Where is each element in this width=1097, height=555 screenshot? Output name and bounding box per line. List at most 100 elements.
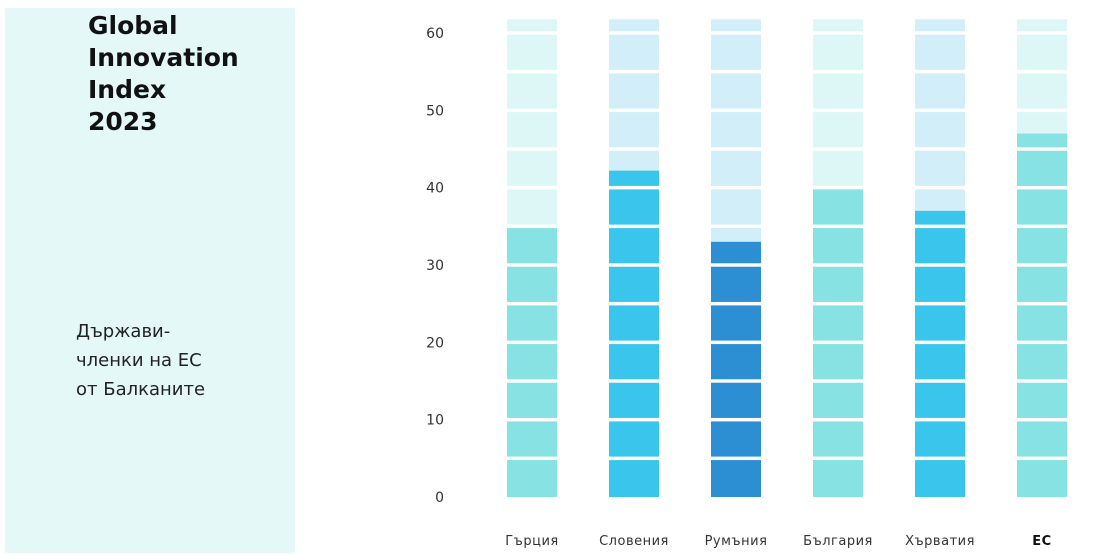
- bar: [813, 19, 863, 497]
- bar-filled-segment: [915, 460, 965, 497]
- bar-filled-segment: [609, 266, 659, 302]
- bar-filled-segment: [507, 266, 557, 302]
- bar-filled-segment: [1017, 228, 1067, 264]
- bar-filled-segment: [609, 382, 659, 418]
- bar-empty-segment: [507, 19, 557, 32]
- bar-filled-segment: [711, 305, 761, 341]
- bar: [1017, 19, 1067, 497]
- bar-empty-segment: [507, 73, 557, 109]
- bar-filled-segment: [507, 305, 557, 341]
- bar-filled-segment: [813, 421, 863, 457]
- bar-filled-segment: [609, 170, 659, 186]
- bar-empty-segment: [609, 73, 659, 109]
- bar-empty-segment: [507, 189, 557, 225]
- bar-filled-segment: [813, 460, 863, 497]
- bar-filled-segment: [1017, 266, 1067, 302]
- bar-filled-segment: [813, 228, 863, 264]
- bar-empty-segment: [915, 112, 965, 148]
- bar-filled-segment: [711, 266, 761, 302]
- bar-filled-segment: [609, 189, 659, 225]
- bar: [507, 19, 557, 497]
- bar-empty-segment: [507, 34, 557, 70]
- bar-filled-segment: [507, 344, 557, 380]
- bar-filled-segment: [711, 344, 761, 380]
- bar-filled-segment: [507, 382, 557, 418]
- x-category-label: България: [803, 534, 873, 549]
- x-category-label: Хърватия: [905, 534, 975, 549]
- y-tick-label: 20: [426, 335, 444, 351]
- bar-empty-segment: [915, 34, 965, 70]
- bar-filled-segment: [711, 382, 761, 418]
- bar-empty-segment: [711, 34, 761, 70]
- bar-filled-segment: [711, 421, 761, 457]
- bar-filled-segment: [609, 421, 659, 457]
- x-category-label: Гърция: [505, 534, 558, 549]
- bar-empty-segment: [1017, 73, 1067, 109]
- y-tick-label: 40: [426, 181, 444, 197]
- bar-empty-segment: [813, 19, 863, 32]
- bar-empty-segment: [711, 19, 761, 32]
- bar-filled-segment: [915, 266, 965, 302]
- x-category-label: Румъния: [705, 534, 768, 549]
- bar-empty-segment: [813, 34, 863, 70]
- bar-empty-segment: [711, 112, 761, 148]
- bar-empty-segment: [609, 34, 659, 70]
- bar-filled-segment: [507, 228, 557, 264]
- bar-empty-segment: [507, 150, 557, 186]
- bar-filled-segment: [813, 189, 863, 225]
- bar-filled-segment: [609, 228, 659, 264]
- y-tick-label: 10: [426, 413, 444, 429]
- bar-empty-segment: [711, 150, 761, 186]
- bar-empty-segment: [813, 150, 863, 186]
- bar-filled-segment: [1017, 189, 1067, 225]
- bar-empty-segment: [915, 19, 965, 32]
- y-tick-label: 30: [426, 258, 444, 274]
- bar-filled-segment: [813, 266, 863, 302]
- y-tick-label: 50: [426, 103, 444, 119]
- bar-filled-segment: [711, 460, 761, 497]
- bar-filled-segment: [609, 460, 659, 497]
- bar-filled-segment: [915, 305, 965, 341]
- bar-filled-segment: [507, 421, 557, 457]
- bar-filled-segment: [1017, 305, 1067, 341]
- bar-filled-segment: [915, 344, 965, 380]
- bar-empty-segment: [1017, 19, 1067, 32]
- side-panel: [5, 8, 295, 553]
- y-tick-label: 60: [426, 26, 444, 42]
- bar-filled-segment: [915, 421, 965, 457]
- x-category-label: Словения: [599, 534, 669, 549]
- bar-filled-segment: [813, 305, 863, 341]
- bar-empty-segment: [813, 73, 863, 109]
- bar: [711, 19, 761, 497]
- bar-filled-segment: [915, 228, 965, 264]
- page-title: Global Innovation Index 2023: [88, 11, 239, 136]
- bar-empty-segment: [1017, 34, 1067, 70]
- bar-filled-segment: [1017, 150, 1067, 186]
- bar-filled-segment: [1017, 133, 1067, 148]
- bar-filled-segment: [711, 241, 761, 264]
- bar-filled-segment: [1017, 344, 1067, 380]
- bar-filled-segment: [915, 382, 965, 418]
- bar-filled-segment: [507, 460, 557, 497]
- x-category-label: ЕС: [1032, 534, 1051, 549]
- bar: [609, 19, 659, 497]
- bar-empty-segment: [915, 73, 965, 109]
- bar-empty-segment: [609, 19, 659, 32]
- y-tick-label: 0: [435, 490, 444, 506]
- bar-filled-segment: [1017, 382, 1067, 418]
- bar-empty-segment: [609, 112, 659, 148]
- bar-empty-segment: [507, 112, 557, 148]
- bar: [915, 19, 965, 497]
- bar-filled-segment: [1017, 460, 1067, 497]
- page-subtitle: Държави- членки на ЕС от Балканите: [76, 321, 206, 400]
- bar-filled-segment: [813, 382, 863, 418]
- bar-empty-segment: [711, 189, 761, 225]
- bar-filled-segment: [915, 210, 965, 225]
- bar-filled-segment: [609, 344, 659, 380]
- bar-empty-segment: [915, 150, 965, 186]
- bar-empty-segment: [813, 112, 863, 148]
- bar-empty-segment: [711, 73, 761, 109]
- bar-filled-segment: [1017, 421, 1067, 457]
- bar-filled-segment: [813, 344, 863, 380]
